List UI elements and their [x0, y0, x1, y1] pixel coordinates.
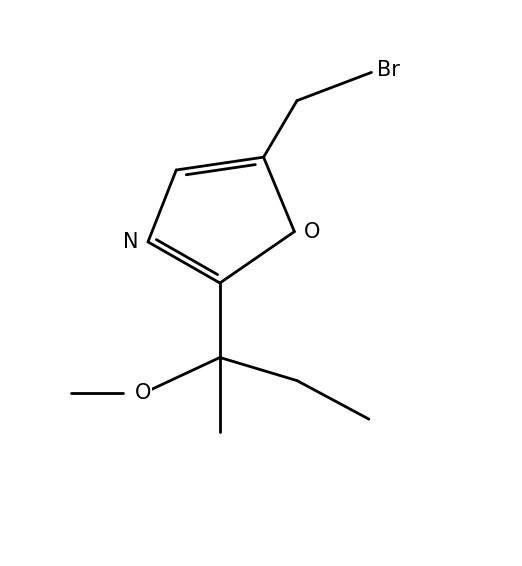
Text: N: N — [123, 232, 139, 252]
Text: O: O — [304, 222, 320, 242]
Text: O: O — [135, 383, 151, 404]
Text: Br: Br — [376, 60, 399, 80]
